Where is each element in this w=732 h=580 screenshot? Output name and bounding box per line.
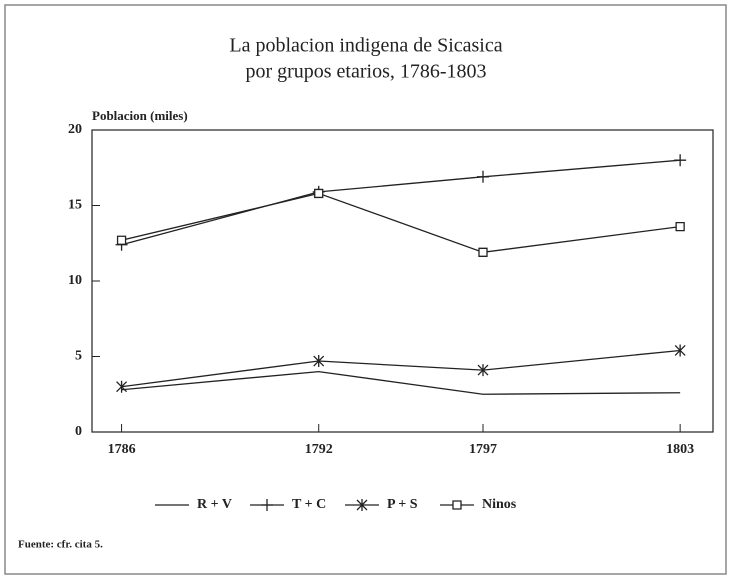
series-line: [121, 159, 681, 246]
legend-marker: [356, 499, 368, 511]
y-tick-label: 0: [75, 424, 82, 439]
point: [314, 188, 324, 199]
legend-label: Ninos: [482, 497, 517, 512]
y-tick-label: 5: [75, 349, 82, 364]
point: [116, 235, 127, 245]
series-line: [121, 349, 681, 388]
chart-title: La poblacion indigena de Sicasica: [229, 35, 502, 57]
legend-marker: [452, 500, 462, 510]
series-line: [121, 370, 681, 395]
y-tick-label: 15: [68, 198, 82, 213]
point: [675, 221, 685, 232]
frame: [4, 4, 727, 575]
point: [313, 355, 325, 368]
x-tick-label: 1786: [108, 442, 136, 457]
legend-label: T + C: [292, 497, 326, 512]
legend-label: R + V: [197, 497, 232, 512]
y-axis-label: Poblacion (miles): [92, 108, 188, 123]
legend-label: P + S: [387, 497, 418, 512]
chart-title: por grupos etarios, 1786-1803: [245, 61, 486, 83]
x-tick-label: 1797: [469, 442, 497, 457]
point: [478, 247, 488, 257]
y-tick-label: 10: [68, 273, 82, 288]
point: [477, 170, 489, 183]
series-line: [121, 192, 681, 253]
point: [116, 380, 128, 393]
point: [674, 344, 686, 357]
x-tick-label: 1803: [666, 442, 694, 457]
plot-area: [91, 129, 714, 433]
x-tick-label: 1792: [305, 442, 333, 457]
point: [477, 364, 489, 377]
point: [674, 154, 687, 167]
y-tick-label: 20: [68, 122, 82, 137]
source-note: Fuente: cfr. cita 5.: [18, 539, 103, 551]
legend-marker: [261, 499, 273, 511]
